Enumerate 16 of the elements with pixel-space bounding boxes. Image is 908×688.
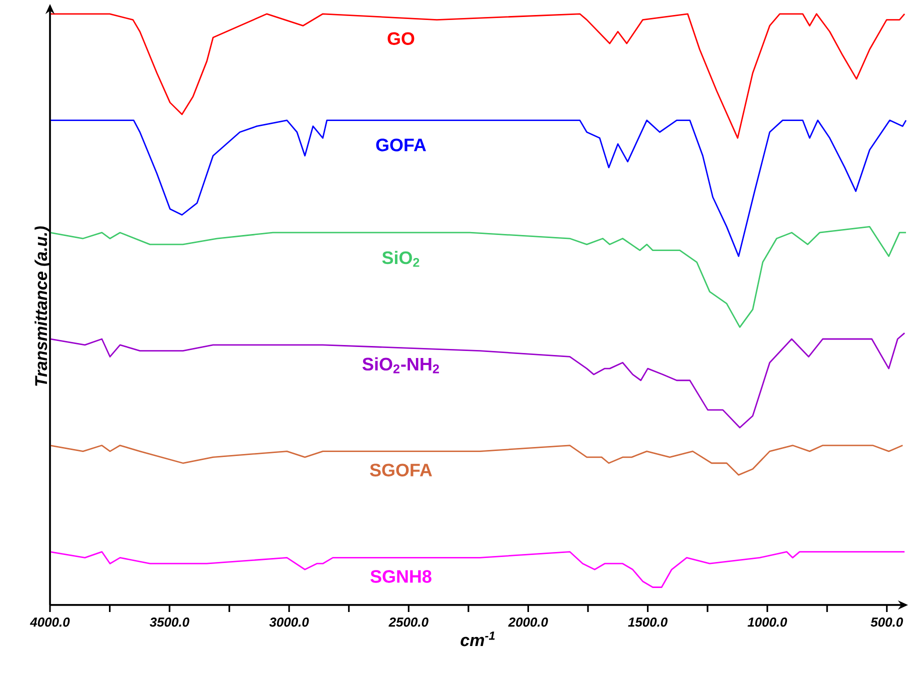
x-tick-label: 4000.0	[30, 618, 70, 627]
x-tick-label: 3000.0	[269, 618, 309, 627]
x-axis-title: cm$^{-1}$	[460, 632, 495, 646]
series-label: GOFA	[376, 138, 426, 152]
x-tick-label: 2000.0	[508, 618, 548, 627]
series-label: SGOFA	[370, 464, 432, 476]
x-tick-label: 3500.0	[150, 618, 190, 627]
series-label: GO	[388, 32, 414, 45]
series-label: SiO$_{2}$-NH$_{2}$	[362, 357, 439, 374]
x-tick-label: 1000.0	[748, 618, 788, 627]
x-tick-label: 1500.0	[628, 618, 668, 627]
series-label: SGNH8	[370, 570, 432, 583]
x-tick-label: 500.0	[870, 618, 903, 627]
x-tick-label: 2500.0	[388, 618, 428, 627]
y-axis-title: Transmittance (a.u.)	[34, 226, 50, 386]
series-label: SiO$_{2}$	[382, 250, 420, 267]
